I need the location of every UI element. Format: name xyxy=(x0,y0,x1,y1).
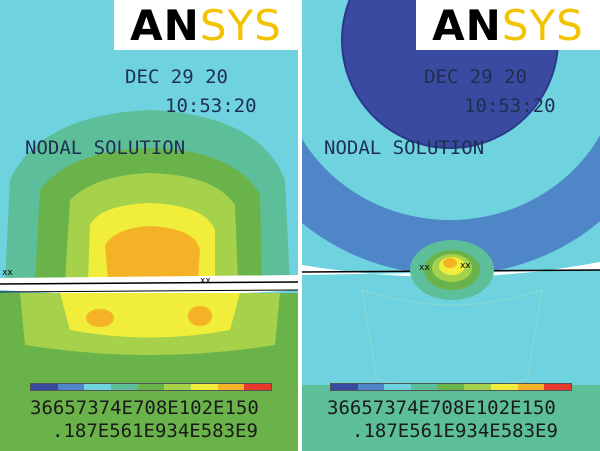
color-legend-right xyxy=(330,383,572,391)
legend-swatch xyxy=(57,384,85,390)
color-legend-left xyxy=(30,383,272,391)
legend-swatch xyxy=(464,384,492,390)
time-label: 10:53:20 xyxy=(464,95,556,117)
legend-swatch xyxy=(331,384,358,390)
panel-divider xyxy=(298,0,302,451)
contour-field-right: xx xx xyxy=(302,0,600,451)
ansys-logo-left: AN SYS xyxy=(114,0,298,50)
contour-panel-left: xx xx AN SYS DEC 29 20 10:53:20 NODAL SOL… xyxy=(0,0,298,451)
nodal-solution-title: NODAL SOLUTION xyxy=(324,137,485,159)
nodal-solution-title: NODAL SOLUTION xyxy=(25,137,186,159)
contour-panel-right: xx xx AN SYS DEC 29 20 10:53:20 NODAL SOL… xyxy=(302,0,600,451)
legend-values-row2: .187E561E934E583E9 xyxy=(52,420,258,442)
legend-values-row2: .187E561E934E583E9 xyxy=(352,420,558,442)
legend-swatch xyxy=(517,384,545,390)
legend-swatch xyxy=(31,384,58,390)
legend-swatch xyxy=(244,384,272,390)
svg-text:xx: xx xyxy=(419,263,430,273)
legend-swatch xyxy=(384,384,412,390)
legend-swatch xyxy=(491,384,518,390)
legend-swatch xyxy=(437,384,465,390)
date-label: DEC 29 20 xyxy=(125,66,228,88)
legend-swatch xyxy=(164,384,192,390)
svg-text:xx: xx xyxy=(460,261,471,271)
legend-swatch xyxy=(411,384,438,390)
legend-swatch xyxy=(544,384,572,390)
legend-swatch xyxy=(137,384,165,390)
ansys-logo-right: AN SYS xyxy=(416,0,600,50)
legend-values-row1: 36657374E708E102E150 xyxy=(327,397,556,419)
legend-swatch xyxy=(191,384,218,390)
contour-field-left: xx xx xyxy=(0,0,298,451)
legend-swatch xyxy=(357,384,385,390)
legend-swatch xyxy=(111,384,138,390)
svg-text:xx: xx xyxy=(200,276,211,286)
legend-values-row1: 36657374E708E102E150 xyxy=(30,397,259,419)
time-label: 10:53:20 xyxy=(165,95,257,117)
legend-swatch xyxy=(217,384,245,390)
date-label: DEC 29 20 xyxy=(424,66,527,88)
svg-text:xx: xx xyxy=(2,268,13,278)
legend-swatch xyxy=(84,384,112,390)
